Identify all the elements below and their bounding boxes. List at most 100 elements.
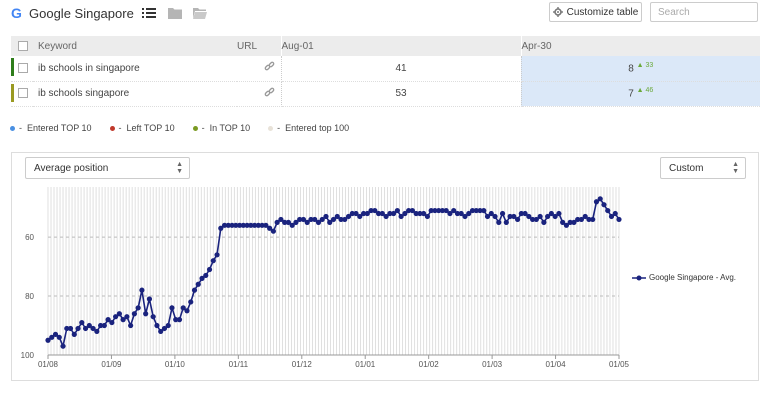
- data-point[interactable]: [492, 213, 498, 220]
- data-point[interactable]: [469, 207, 476, 214]
- data-point[interactable]: [113, 314, 119, 320]
- data-point[interactable]: [409, 207, 415, 214]
- data-point[interactable]: [488, 210, 494, 217]
- column-header-url[interactable]: URL: [237, 36, 282, 56]
- data-point[interactable]: [387, 210, 393, 217]
- data-point[interactable]: [608, 213, 615, 220]
- data-point[interactable]: [218, 225, 224, 231]
- metric-select[interactable]: Average position ▲ ▼: [25, 157, 190, 179]
- data-point[interactable]: [522, 210, 528, 217]
- data-point[interactable]: [293, 219, 299, 225]
- data-point[interactable]: [195, 281, 201, 287]
- data-point[interactable]: [590, 216, 596, 223]
- data-point[interactable]: [330, 216, 337, 223]
- data-point[interactable]: [45, 337, 51, 343]
- data-point[interactable]: [300, 216, 307, 223]
- data-point[interactable]: [124, 314, 130, 320]
- data-point[interactable]: [458, 210, 464, 217]
- data-point[interactable]: [169, 305, 175, 311]
- data-point[interactable]: [315, 219, 322, 225]
- data-point[interactable]: [278, 216, 284, 223]
- data-point[interactable]: [391, 210, 397, 217]
- data-point[interactable]: [248, 222, 254, 228]
- data-point[interactable]: [357, 213, 363, 220]
- data-point[interactable]: [116, 311, 122, 317]
- data-point[interactable]: [541, 219, 547, 225]
- data-point[interactable]: [282, 219, 288, 225]
- data-point[interactable]: [428, 207, 434, 214]
- data-point[interactable]: [537, 213, 543, 220]
- data-point[interactable]: [402, 210, 408, 217]
- data-point[interactable]: [154, 322, 160, 329]
- data-point[interactable]: [199, 275, 205, 281]
- data-point[interactable]: [97, 322, 104, 329]
- data-point[interactable]: [236, 222, 243, 228]
- data-point[interactable]: [101, 322, 107, 329]
- data-point[interactable]: [436, 207, 442, 214]
- data-point[interactable]: [214, 252, 220, 258]
- data-point[interactable]: [605, 207, 611, 214]
- data-point[interactable]: [338, 216, 344, 223]
- link-icon[interactable]: [264, 61, 275, 72]
- data-point[interactable]: [90, 325, 96, 332]
- data-point[interactable]: [514, 216, 521, 223]
- data-point[interactable]: [443, 207, 449, 214]
- data-point[interactable]: [105, 317, 111, 323]
- data-point[interactable]: [413, 210, 419, 217]
- data-point[interactable]: [263, 222, 269, 228]
- data-point[interactable]: [454, 210, 461, 217]
- data-point[interactable]: [319, 216, 325, 223]
- data-point[interactable]: [64, 325, 70, 332]
- data-point[interactable]: [451, 207, 457, 214]
- data-point[interactable]: [221, 222, 228, 228]
- data-point[interactable]: [526, 213, 532, 220]
- data-point[interactable]: [375, 210, 382, 217]
- data-point[interactable]: [135, 305, 141, 311]
- data-point[interactable]: [368, 207, 374, 214]
- data-point[interactable]: [575, 216, 581, 223]
- data-point[interactable]: [173, 317, 179, 323]
- list-view-icon[interactable]: [142, 7, 156, 19]
- data-point[interactable]: [75, 325, 81, 332]
- data-point[interactable]: [161, 325, 168, 332]
- data-point[interactable]: [578, 216, 585, 223]
- select-all-checkbox[interactable]: [18, 40, 28, 51]
- row-checkbox[interactable]: [18, 63, 28, 74]
- data-point[interactable]: [289, 222, 295, 228]
- data-point[interactable]: [345, 213, 352, 220]
- data-point[interactable]: [60, 343, 66, 349]
- data-point[interactable]: [176, 317, 183, 323]
- data-point[interactable]: [158, 328, 164, 335]
- data-point[interactable]: [499, 210, 506, 217]
- data-point[interactable]: [71, 331, 77, 337]
- data-point[interactable]: [372, 207, 378, 214]
- data-point[interactable]: [323, 213, 329, 220]
- data-point[interactable]: [586, 216, 592, 223]
- data-point[interactable]: [593, 199, 600, 205]
- customize-table-button[interactable]: Customize table: [549, 2, 642, 22]
- data-point[interactable]: [304, 219, 310, 225]
- data-point[interactable]: [82, 325, 89, 332]
- data-point[interactable]: [120, 317, 126, 323]
- data-point[interactable]: [233, 222, 239, 228]
- data-point[interactable]: [477, 207, 483, 214]
- column-header-apr-30[interactable]: Apr-30: [521, 36, 760, 56]
- data-point[interactable]: [601, 202, 607, 208]
- data-point[interactable]: [56, 334, 62, 340]
- data-point[interactable]: [131, 311, 138, 317]
- data-point[interactable]: [297, 216, 303, 223]
- data-point[interactable]: [79, 319, 85, 326]
- data-point[interactable]: [165, 322, 171, 329]
- data-point[interactable]: [353, 210, 359, 217]
- data-point[interactable]: [616, 216, 622, 223]
- data-point[interactable]: [571, 219, 577, 225]
- data-point[interactable]: [466, 210, 472, 217]
- folder-open-icon[interactable]: [193, 7, 207, 19]
- data-point[interactable]: [481, 207, 487, 214]
- data-point[interactable]: [398, 213, 404, 220]
- data-point[interactable]: [67, 325, 74, 332]
- data-point[interactable]: [210, 258, 216, 264]
- data-point[interactable]: [394, 207, 400, 214]
- data-point[interactable]: [567, 219, 573, 225]
- data-point[interactable]: [334, 213, 340, 220]
